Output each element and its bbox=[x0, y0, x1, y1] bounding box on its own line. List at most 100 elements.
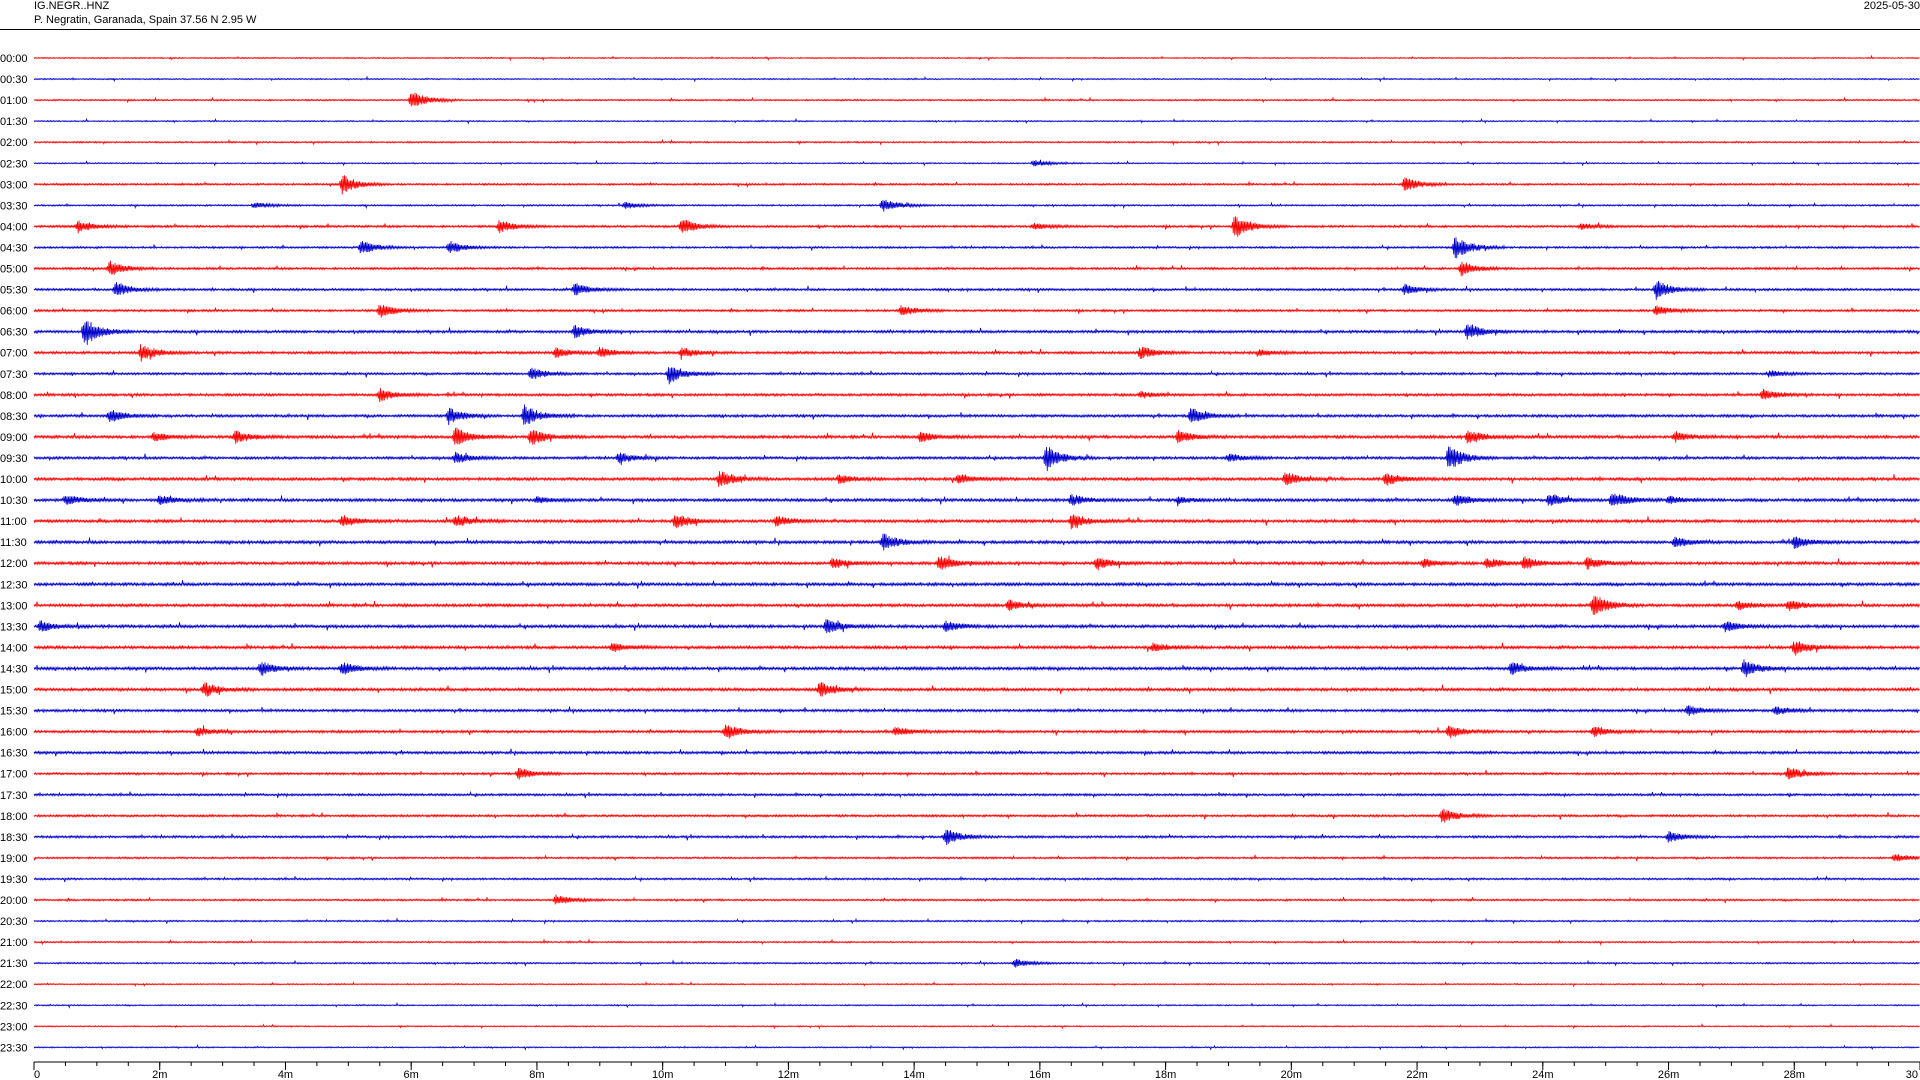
row-label-0130: 01:30 bbox=[0, 116, 28, 128]
row-label-0600: 06:00 bbox=[0, 306, 28, 318]
x-tick-label: 10m bbox=[652, 1069, 673, 1080]
row-label-1330: 13:30 bbox=[0, 621, 28, 633]
row-label-0730: 07:30 bbox=[0, 369, 28, 381]
x-tick-label: 14m bbox=[903, 1069, 924, 1080]
trace-row-1400 bbox=[33, 641, 1920, 656]
trace-row-1430 bbox=[33, 659, 1920, 678]
trace-rows bbox=[33, 54, 1920, 1051]
trace-row-0000 bbox=[33, 54, 1920, 62]
trace-row-1800 bbox=[33, 808, 1920, 823]
row-label-1830: 18:30 bbox=[0, 832, 28, 844]
trace-row-2200 bbox=[33, 981, 1920, 988]
x-tick-label: 22m bbox=[1406, 1069, 1427, 1080]
trace-row-2130 bbox=[33, 959, 1920, 968]
row-label-0300: 03:00 bbox=[0, 179, 28, 191]
x-tick-label: 18m bbox=[1155, 1069, 1176, 1080]
header-divider bbox=[0, 29, 1920, 30]
trace-row-1500 bbox=[33, 682, 1920, 697]
x-tick-label: 20m bbox=[1281, 1069, 1302, 1080]
trace-row-1900 bbox=[33, 854, 1920, 862]
trace-row-1930 bbox=[33, 875, 1920, 883]
row-label-1200: 12:00 bbox=[0, 558, 28, 570]
row-label-1000: 10:00 bbox=[0, 474, 28, 486]
trace-row-1630 bbox=[33, 748, 1920, 757]
trace-row-2100 bbox=[33, 938, 1920, 946]
x-tick-label: 2m bbox=[152, 1069, 167, 1080]
row-label-0400: 04:00 bbox=[0, 221, 28, 233]
row-label-1100: 11:00 bbox=[0, 516, 27, 528]
row-label-0200: 02:00 bbox=[0, 137, 28, 149]
row-label-2000: 20:00 bbox=[0, 895, 28, 907]
trace-row-0200 bbox=[33, 138, 1920, 147]
trace-row-1200 bbox=[33, 555, 1920, 571]
trace-row-0230 bbox=[33, 159, 1920, 167]
row-label-2130: 21:30 bbox=[0, 958, 28, 970]
row-label-0430: 04:30 bbox=[0, 242, 28, 254]
trace-row-1100 bbox=[33, 514, 1920, 530]
row-label-1230: 12:30 bbox=[0, 579, 28, 591]
trace-row-0900 bbox=[33, 427, 1920, 445]
row-label-1730: 17:30 bbox=[0, 790, 28, 802]
trace-row-2030 bbox=[33, 917, 1920, 925]
row-label-1400: 14:00 bbox=[0, 642, 28, 654]
trace-row-0500 bbox=[33, 260, 1920, 277]
row-label-2030: 20:30 bbox=[0, 916, 28, 928]
row-label-0700: 07:00 bbox=[0, 348, 28, 360]
x-tick-label: 28m bbox=[1784, 1069, 1805, 1080]
row-label-0530: 05:30 bbox=[0, 285, 28, 297]
trace-row-2230 bbox=[33, 1001, 1920, 1009]
row-label-1600: 16:00 bbox=[0, 727, 28, 739]
trace-row-0600 bbox=[33, 304, 1920, 318]
trace-row-0830 bbox=[33, 404, 1920, 426]
row-label-0500: 05:00 bbox=[0, 264, 28, 276]
station-code: IG.NEGR..HNZ bbox=[34, 0, 110, 12]
trace-row-0130 bbox=[33, 117, 1920, 125]
row-label-1900: 19:00 bbox=[0, 853, 28, 865]
trace-row-2000 bbox=[33, 894, 1920, 905]
trace-row-1130 bbox=[33, 533, 1920, 551]
trace-row-1830 bbox=[33, 829, 1920, 846]
row-label-1300: 13:00 bbox=[0, 600, 28, 612]
x-tick-label: 8m bbox=[529, 1069, 544, 1080]
row-label-2100: 21:00 bbox=[0, 937, 28, 949]
trace-row-1330 bbox=[33, 619, 1920, 634]
row-label-0830: 08:30 bbox=[0, 411, 28, 423]
trace-row-1300 bbox=[33, 596, 1920, 615]
row-label-2200: 22:00 bbox=[0, 979, 28, 991]
row-label-0800: 08:00 bbox=[0, 390, 28, 402]
trace-row-0700 bbox=[33, 344, 1920, 362]
time-axis: 0 2m 4m 6m 8m 10m 12m 14m 16m 18m 20m 22m 24m 26m 28m 3… bbox=[33, 1061, 1920, 1080]
trace-row-1730 bbox=[33, 790, 1920, 799]
row-label-0230: 02:30 bbox=[0, 158, 28, 170]
x-tick-label: 6m bbox=[404, 1069, 419, 1080]
x-tick-label: 0 bbox=[34, 1069, 40, 1080]
trace-row-0100 bbox=[33, 92, 1920, 107]
trace-row-1530 bbox=[33, 705, 1920, 716]
row-label-2330: 23:30 bbox=[0, 1042, 28, 1054]
row-label-1630: 16:30 bbox=[0, 748, 28, 760]
row-label-1800: 18:00 bbox=[0, 811, 28, 823]
row-label-1930: 19:30 bbox=[0, 874, 28, 886]
x-tick-label: 24m bbox=[1532, 1069, 1553, 1080]
trace-row-0800 bbox=[33, 387, 1920, 402]
trace-row-0430 bbox=[33, 237, 1920, 259]
trace-row-0300 bbox=[33, 175, 1920, 195]
row-label-0100: 01:00 bbox=[0, 95, 28, 107]
x-tick-label: 16m bbox=[1029, 1069, 1050, 1080]
trace-row-0330 bbox=[33, 199, 1920, 212]
trace-row-0730 bbox=[33, 367, 1920, 385]
row-label-1700: 17:00 bbox=[0, 769, 28, 781]
trace-row-0930 bbox=[33, 446, 1920, 472]
recording-date: 2025-05-30 bbox=[1863, 0, 1920, 12]
x-tick-label: 12m bbox=[778, 1069, 799, 1080]
row-label-0000: 00:00 bbox=[0, 53, 28, 65]
row-label-1430: 14:30 bbox=[0, 663, 28, 675]
row-label-0030: 00:30 bbox=[0, 74, 28, 86]
row-time-labels: 00:00 00:30 01:00 01:30 02:00 02:30 03:00 03:30… bbox=[0, 53, 28, 1054]
x-tick-label: 4m bbox=[278, 1069, 293, 1080]
row-label-0630: 06:30 bbox=[0, 327, 28, 339]
trace-row-0530 bbox=[33, 280, 1920, 300]
trace-row-1000 bbox=[33, 471, 1920, 487]
row-label-0930: 09:30 bbox=[0, 453, 28, 465]
